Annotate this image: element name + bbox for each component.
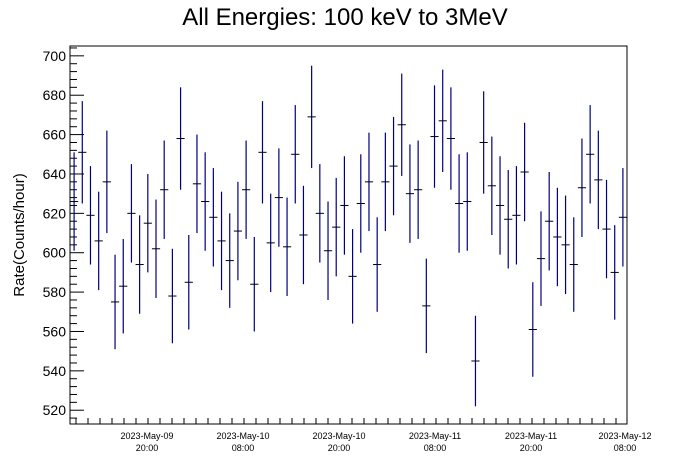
data-point	[495, 156, 505, 255]
data-point	[168, 248, 177, 344]
y-axis: 520 540 560 580 600 620 640 660 680 700	[43, 47, 84, 419]
y-tick-label: 540	[43, 363, 67, 379]
data-point	[561, 195, 570, 295]
data-point	[242, 140, 251, 239]
y-tick-label: 520	[43, 402, 67, 418]
data-point	[192, 134, 202, 234]
data-point	[160, 140, 169, 239]
data-point	[430, 85, 439, 188]
data-point	[487, 136, 496, 235]
y-tick-label: 560	[43, 323, 67, 339]
data-point	[209, 168, 218, 267]
x-tick-time: 20:00	[328, 443, 351, 453]
data-point	[553, 187, 562, 287]
data-point	[356, 154, 365, 253]
data-point	[463, 152, 472, 251]
data-point	[291, 105, 300, 204]
data-point	[332, 177, 341, 277]
data-point	[422, 258, 431, 354]
x-tick-date: 2023-May-10	[216, 431, 269, 441]
data-point	[70, 152, 79, 251]
x-tick-date: 2023-May-09	[120, 431, 173, 441]
data-point	[381, 132, 390, 232]
x-tick-date: 2023-May-10	[312, 431, 365, 441]
data-point	[397, 73, 406, 176]
data-point	[446, 87, 455, 190]
data-point	[102, 130, 111, 234]
data-point	[299, 185, 308, 285]
y-tick-label: 700	[43, 48, 67, 64]
data-point	[282, 197, 292, 297]
data-point	[127, 164, 136, 263]
data-point	[315, 164, 324, 263]
y-tick-label: 620	[43, 205, 67, 221]
data-point	[143, 173, 152, 273]
data-point	[176, 87, 185, 190]
data-point	[151, 199, 161, 298]
y-tick-label: 600	[43, 245, 67, 261]
plot-frame	[69, 45, 628, 425]
data-point	[602, 179, 611, 279]
data-point	[479, 91, 488, 194]
data-points	[70, 65, 627, 407]
data-point	[78, 101, 87, 204]
data-point	[201, 152, 210, 251]
data-point	[594, 130, 603, 230]
x-tick-time: 20:00	[136, 443, 159, 453]
data-point	[373, 217, 382, 312]
y-tick-label: 580	[43, 284, 67, 300]
y-tick-label: 640	[43, 166, 67, 182]
data-point	[438, 69, 447, 172]
data-point	[233, 181, 243, 281]
data-point	[610, 225, 619, 320]
x-tick-time: 08:00	[232, 443, 255, 453]
y-tick-label: 660	[43, 127, 67, 143]
data-point	[569, 217, 578, 312]
data-point	[274, 148, 283, 247]
data-point	[323, 201, 333, 300]
x-tick-time: 20:00	[520, 443, 543, 453]
data-point	[528, 282, 537, 377]
data-point	[135, 215, 144, 314]
data-point	[405, 144, 415, 243]
data-point	[86, 166, 95, 265]
data-point	[389, 116, 398, 216]
data-point	[340, 156, 349, 255]
data-point	[225, 213, 234, 308]
x-tick-time: 08:00	[614, 443, 637, 453]
data-point	[119, 238, 128, 334]
data-point	[545, 172, 554, 271]
x-axis: 2023-May-09 20:00 2023-May-10 08:00 2023-May…	[75, 418, 652, 453]
y-axis-label: Rate(Counts/hour)	[11, 173, 28, 296]
data-point	[250, 236, 259, 332]
x-tick-date: 2023-May-11	[409, 431, 461, 441]
x-tick-time: 08:00	[424, 443, 447, 453]
data-point	[618, 168, 627, 267]
y-tick-label: 680	[43, 87, 67, 103]
data-point	[348, 229, 357, 324]
x-tick-date: 2023-May-12	[598, 431, 651, 441]
chart-title: All Energies: 100 keV to 3MeV	[182, 4, 508, 31]
data-point	[110, 254, 120, 350]
data-point	[266, 193, 275, 293]
data-point	[471, 315, 480, 407]
data-point	[586, 105, 595, 204]
data-point	[184, 235, 193, 330]
data-point	[454, 154, 464, 253]
data-point	[504, 170, 513, 269]
data-point	[307, 65, 316, 169]
x-tick-date: 2023-May-11	[505, 431, 557, 441]
data-point	[536, 211, 546, 306]
data-point	[94, 191, 103, 291]
data-point	[520, 122, 529, 222]
data-point	[577, 138, 587, 237]
data-point	[258, 101, 267, 204]
data-point	[512, 166, 521, 265]
data-point	[364, 132, 374, 232]
data-point	[414, 140, 423, 239]
data-point	[217, 191, 226, 291]
